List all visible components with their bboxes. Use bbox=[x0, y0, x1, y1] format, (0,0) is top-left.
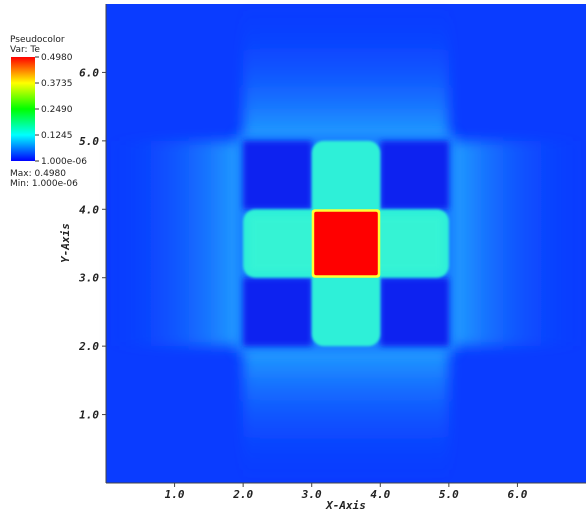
x-axis-title: X-Axis bbox=[325, 499, 366, 512]
halo-right bbox=[448, 140, 586, 347]
x-tick-label: 4.0 bbox=[370, 488, 390, 501]
legend-tick-label: 1.000e-06 bbox=[41, 157, 87, 167]
y-tick-label: 2.0 bbox=[78, 340, 99, 353]
dark-pocket bbox=[380, 140, 449, 210]
axes: 1.0 2.0 3.0 4.0 5.0 6.0 1.0 2.0 3.0 4.0 5.0 6.0 X-… bbox=[59, 4, 586, 512]
hot-square bbox=[314, 211, 378, 276]
legend-max: Max: 0.4980 bbox=[10, 169, 66, 179]
y-tick-label: 4.0 bbox=[79, 203, 99, 216]
x-tick-label: 2.0 bbox=[232, 488, 253, 501]
dark-pocket bbox=[243, 140, 312, 210]
y-tick-label: 3.0 bbox=[78, 272, 99, 285]
legend-tick-label: 0.1245 bbox=[41, 131, 73, 141]
legend-tick-label: 0.3735 bbox=[41, 79, 73, 89]
x-axis-ticks: 1.0 2.0 3.0 4.0 5.0 6.0 bbox=[165, 483, 528, 501]
x-tick-label: 5.0 bbox=[439, 488, 459, 501]
legend-variable: Var: Te bbox=[10, 45, 40, 55]
halo-left bbox=[106, 140, 244, 347]
x-tick-label: 1.0 bbox=[165, 488, 185, 501]
y-axis-title: Y-Axis bbox=[59, 223, 72, 263]
halo-top bbox=[243, 4, 449, 141]
x-tick-label: 3.0 bbox=[301, 488, 322, 501]
legend-tick-label: 0.2490 bbox=[41, 105, 73, 115]
legend-ticks: 0.4980 0.3735 0.2490 0.1245 1.000e-06 bbox=[35, 53, 87, 167]
legend-min: Min: 1.000e-06 bbox=[10, 179, 78, 189]
legend-tick-label: 0.4980 bbox=[41, 53, 73, 63]
halo-bottom bbox=[243, 346, 449, 483]
x-tick-label: 6.0 bbox=[507, 488, 527, 501]
y-tick-label: 1.0 bbox=[79, 409, 99, 422]
dark-pocket bbox=[380, 277, 449, 347]
heatmap-field bbox=[106, 4, 586, 483]
legend-colorbar bbox=[11, 57, 35, 161]
y-tick-label: 5.0 bbox=[79, 135, 99, 148]
y-tick-label: 6.0 bbox=[79, 66, 99, 79]
y-axis-ticks: 1.0 2.0 3.0 4.0 5.0 6.0 bbox=[78, 66, 106, 422]
legend-plot-type: Pseudocolor bbox=[10, 35, 65, 45]
legend: Pseudocolor Var: Te 0.49800.37350.24900.… bbox=[10, 35, 87, 189]
dark-pocket bbox=[243, 277, 312, 347]
